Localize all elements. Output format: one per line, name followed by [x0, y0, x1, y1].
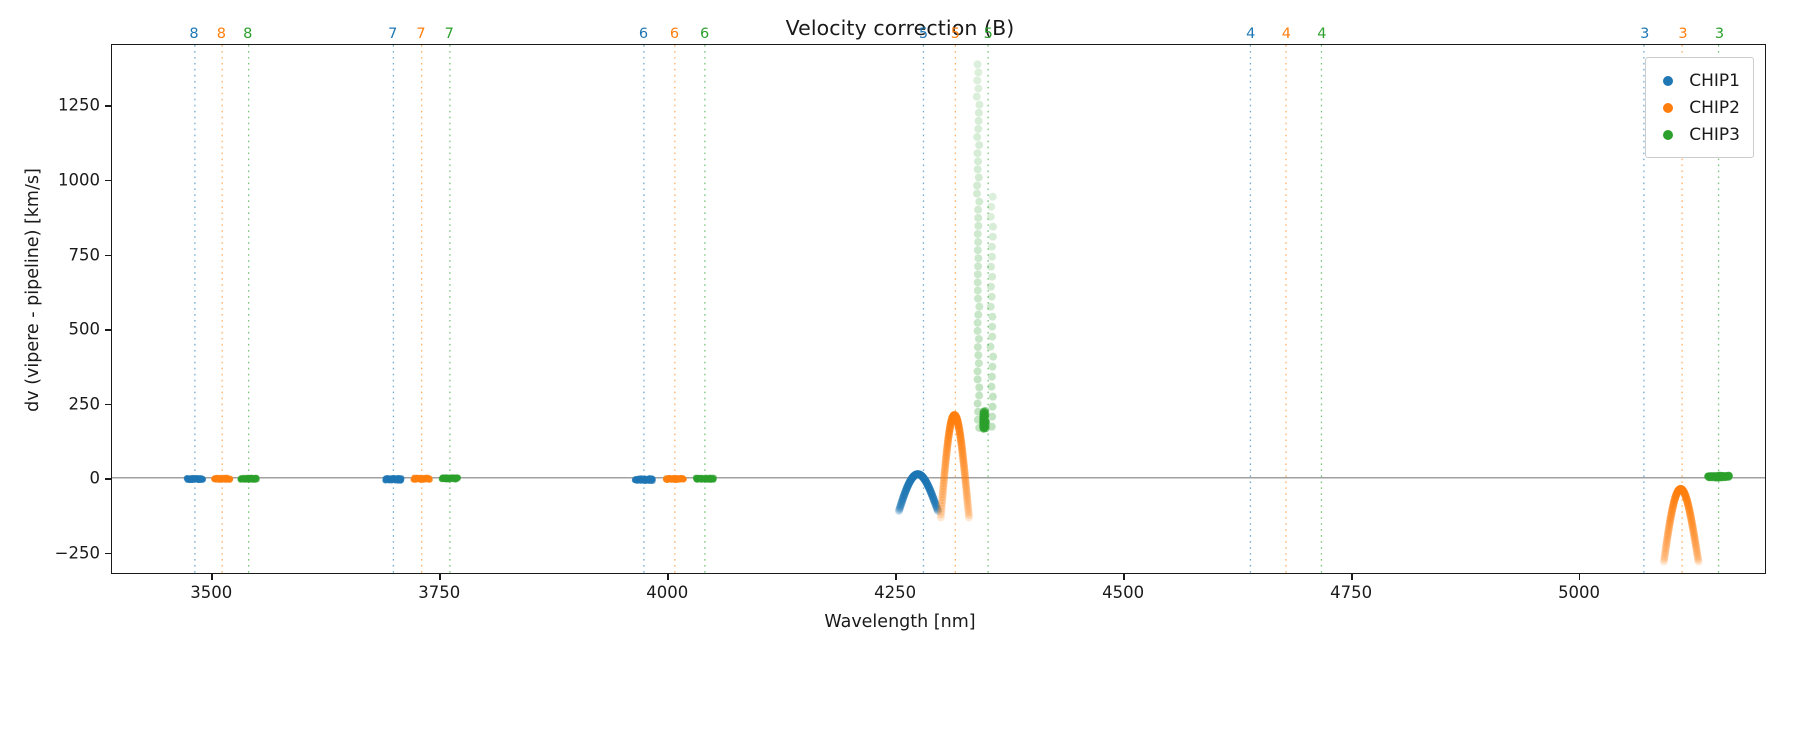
- x-tick-label: 4500: [1102, 583, 1145, 602]
- x-tick-mark: [1123, 574, 1125, 580]
- x-tick-mark: [439, 574, 441, 580]
- order-label-4-chip2: 4: [1281, 26, 1291, 42]
- legend-label: CHIP1: [1689, 70, 1740, 91]
- y-tick-label: 500: [68, 319, 101, 339]
- plot-canvas: [112, 45, 1765, 573]
- order-label-3-chip1: 3: [1640, 26, 1650, 42]
- order-label-7-chip3: 7: [444, 26, 454, 42]
- x-tick-label: 4250: [874, 583, 917, 602]
- legend-item-chip1[interactable]: CHIP1: [1657, 67, 1740, 94]
- order-label-4-chip1: 4: [1246, 26, 1256, 42]
- order-label-5-chip2: 5: [950, 26, 960, 42]
- legend-label: CHIP2: [1689, 97, 1740, 118]
- order-label-7-chip2: 7: [416, 26, 426, 42]
- x-tick-mark: [1351, 574, 1353, 580]
- legend-label: CHIP3: [1689, 124, 1740, 145]
- legend-marker-icon: [1663, 75, 1674, 86]
- y-tick-label: 1250: [58, 95, 100, 115]
- order-label-6-chip1: 6: [638, 26, 649, 42]
- y-axis-label: dv (vipere - pipeline) [km/s]: [23, 168, 43, 412]
- legend[interactable]: CHIP1 CHIP2 CHIP3: [1645, 57, 1754, 158]
- y-tick-mark: [105, 105, 111, 107]
- order-label-5-chip3: 5: [983, 26, 993, 42]
- y-tick-label: 1000: [58, 170, 100, 190]
- order-label-4-chip3: 4: [1317, 26, 1327, 42]
- y-tick-label: −250: [54, 543, 100, 563]
- x-axis-label: Wavelength [nm]: [824, 612, 976, 632]
- y-tick-mark: [105, 254, 111, 256]
- legend-marker-icon: [1663, 102, 1674, 113]
- plot-area[interactable]: [111, 44, 1766, 574]
- x-tick-mark: [1579, 574, 1581, 580]
- order-label-8-chip2: 8: [216, 26, 226, 42]
- order-label-6-chip2: 6: [669, 26, 680, 42]
- x-tick-label: 3750: [418, 583, 461, 602]
- x-tick-mark: [667, 574, 669, 580]
- order-label-8-chip1: 8: [189, 26, 199, 42]
- order-label-7-chip1: 7: [388, 26, 398, 42]
- legend-marker-icon: [1663, 129, 1674, 140]
- order-label-5-chip1: 5: [918, 26, 929, 42]
- order-label-8-chip3: 8: [243, 26, 253, 42]
- y-tick-label: 250: [68, 394, 101, 414]
- y-tick-label: 750: [68, 245, 101, 264]
- y-tick-label: 0: [89, 468, 101, 488]
- order-label-3-chip2: 3: [1678, 26, 1688, 42]
- order-label-3-chip3: 3: [1714, 26, 1725, 42]
- y-tick-mark: [105, 478, 111, 480]
- y-tick-mark: [105, 329, 111, 331]
- y-tick-mark: [105, 553, 111, 555]
- x-tick-label: 5000: [1558, 583, 1601, 602]
- x-tick-label: 4750: [1330, 583, 1373, 602]
- order-label-6-chip3: 6: [699, 26, 710, 42]
- y-tick-mark: [105, 403, 111, 406]
- legend-item-chip3[interactable]: CHIP3: [1657, 121, 1740, 148]
- x-tick-mark: [211, 574, 213, 580]
- y-tick-mark: [105, 179, 111, 182]
- x-tick-label: 3500: [190, 583, 233, 602]
- x-tick-mark: [895, 574, 897, 580]
- chart-title: Velocity correction (B): [785, 16, 1015, 40]
- legend-item-chip2[interactable]: CHIP2: [1657, 94, 1740, 121]
- x-tick-label: 4000: [646, 583, 689, 602]
